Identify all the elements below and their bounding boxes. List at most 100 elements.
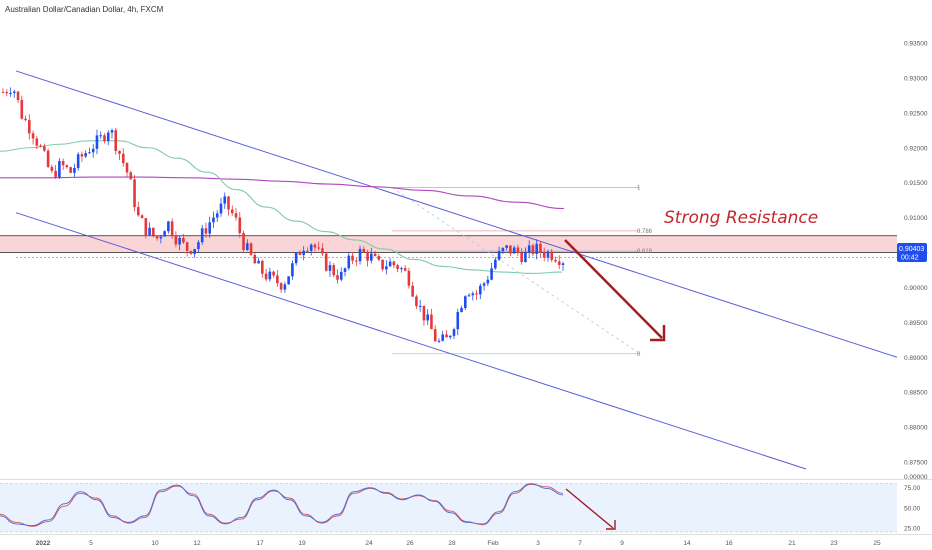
candle-body <box>185 242 189 251</box>
candle-body <box>422 305 426 321</box>
candle-body <box>159 236 163 239</box>
candle-body <box>24 118 27 121</box>
candle-body <box>16 91 20 100</box>
candle-body <box>189 250 193 254</box>
resistance-zone-layer <box>0 235 897 253</box>
time-tick-label: Feb <box>487 540 499 547</box>
candle-body <box>561 263 565 265</box>
candle-body <box>208 222 212 234</box>
candle-body <box>426 314 429 321</box>
projection-arrow-head <box>650 325 666 342</box>
candle-body <box>520 252 523 263</box>
price-tick-label: 0.93500 <box>904 41 928 48</box>
price-tick-label: 0.91500 <box>904 180 928 187</box>
time-tick-label: 19 <box>298 540 306 547</box>
candle-body <box>257 260 260 264</box>
candle-body <box>546 251 550 258</box>
time-tick-label: 16 <box>725 540 733 547</box>
candle-body <box>358 248 362 262</box>
candle-body <box>61 160 65 166</box>
candle-body <box>204 228 208 234</box>
candle-body <box>471 293 475 296</box>
candle-body <box>197 242 200 250</box>
price-tick-label: 0.88500 <box>904 390 928 397</box>
candle-body <box>505 245 508 248</box>
price-axis[interactable]: 0.93500 0.93000 0.92500 0.92000 0.91500 0.910… <box>904 41 928 482</box>
candle-body <box>215 213 219 218</box>
candle-body <box>91 148 95 153</box>
candle-body <box>351 255 354 261</box>
candle-body <box>276 275 279 284</box>
candle-body <box>1 91 5 93</box>
candle-body <box>317 247 321 249</box>
fib-retracement: 1 0.786 0.618 0 <box>391 186 653 358</box>
candle-body <box>182 237 185 243</box>
candle-body <box>137 207 140 216</box>
candle-body <box>463 296 467 308</box>
candle-body <box>336 275 339 280</box>
candle-body <box>294 252 298 264</box>
candle-body <box>73 168 76 173</box>
candle-body <box>475 293 478 295</box>
candle-body <box>253 254 257 264</box>
candle-body <box>152 227 155 236</box>
candle-body <box>5 92 9 94</box>
candle-body <box>245 243 249 250</box>
candle-body <box>238 217 242 234</box>
candle-body <box>403 268 407 271</box>
candle-body <box>362 248 366 253</box>
candle-body <box>65 165 69 168</box>
candle-body <box>9 92 12 94</box>
time-axis[interactable]: 2022 5 10 12 17 19 24 26 28 Feb 3 7 9 14 16 21 23 25 <box>0 534 932 548</box>
candle-body <box>219 203 223 214</box>
candle-body <box>494 259 497 269</box>
candle-body <box>343 268 347 272</box>
fib-level-label: 1 <box>637 186 641 192</box>
candle-body <box>373 253 377 257</box>
candle-body <box>35 138 39 146</box>
candle-body <box>377 256 381 260</box>
time-tick-label: 3 <box>536 540 540 547</box>
stochastic-band-fill <box>0 483 897 532</box>
candle-body <box>407 270 411 286</box>
candle-body <box>482 283 486 286</box>
channel-upper-line <box>15 70 898 358</box>
price-tick-label: 0.89000 <box>904 355 928 362</box>
candle-body <box>441 334 445 341</box>
candle-body <box>460 307 463 313</box>
candle-body <box>524 252 527 263</box>
candle-body <box>227 196 230 210</box>
price-tick-label: 0.92000 <box>904 145 928 152</box>
candle-body <box>516 247 520 253</box>
candle-body <box>445 334 448 338</box>
candle-body <box>509 245 512 254</box>
candle-body <box>332 265 336 276</box>
candle-body <box>306 250 309 252</box>
time-tick-label: 2022 <box>36 540 51 547</box>
candle-body <box>272 271 275 276</box>
candle-body <box>433 329 437 342</box>
candle-body <box>302 250 305 255</box>
stochastic-k-line <box>0 483 564 526</box>
candle-body <box>50 166 54 171</box>
candle-body <box>542 252 546 258</box>
candle-body <box>268 271 272 280</box>
price-tick-label: 0.89500 <box>904 320 928 327</box>
time-tick-label: 25 <box>873 540 881 547</box>
candle-body <box>388 261 392 267</box>
candle-body <box>339 271 343 280</box>
candle-body <box>490 268 493 280</box>
candle-body <box>76 154 80 169</box>
time-tick-label: 7 <box>578 540 582 547</box>
candle-body <box>110 130 114 133</box>
candle-body <box>99 135 103 137</box>
candle-body <box>69 167 72 173</box>
candle-body <box>385 266 388 270</box>
candle-body <box>178 237 181 245</box>
stochastic-pane[interactable]: 75.00 50.00 25.00 <box>0 479 932 533</box>
candles[interactable] <box>1 87 565 344</box>
candle-body <box>118 150 121 154</box>
candle-body <box>370 253 373 261</box>
candle-body <box>234 213 238 218</box>
